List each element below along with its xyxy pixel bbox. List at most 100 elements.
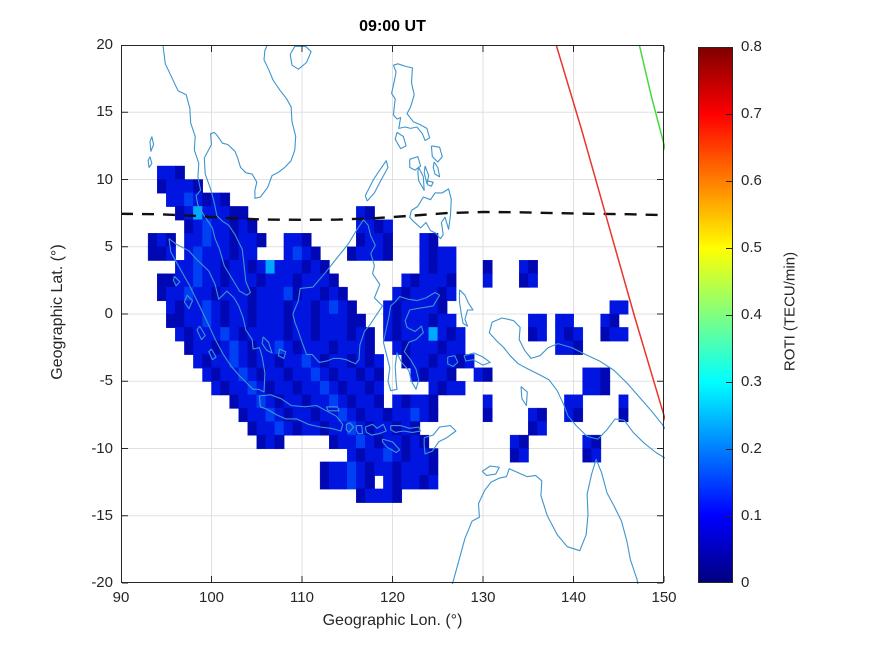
roti-cell xyxy=(175,286,185,302)
roti-cell xyxy=(202,300,213,315)
roti-cell xyxy=(256,233,267,248)
roti-cell xyxy=(374,448,384,463)
coastline-sumatra xyxy=(168,238,266,393)
roti-cell xyxy=(292,381,303,396)
roti-cell xyxy=(365,394,375,409)
colorbar-tick-mark xyxy=(726,449,732,450)
roti-cell xyxy=(519,448,529,463)
colorbar-tick-mark xyxy=(726,248,732,249)
roti-cell xyxy=(247,394,258,409)
roti-cell xyxy=(365,448,375,463)
roti-cell xyxy=(446,286,457,302)
roti-cell xyxy=(238,273,249,288)
roti-cell xyxy=(283,233,294,248)
roti-cell xyxy=(292,246,303,261)
roti-cell xyxy=(211,192,222,207)
roti-cell xyxy=(392,488,403,503)
roti-cell xyxy=(310,421,321,436)
roti-cell xyxy=(166,286,176,302)
roti-cell xyxy=(482,394,493,409)
roti-cell xyxy=(157,165,167,180)
roti-cell xyxy=(428,340,439,355)
roti-cell xyxy=(383,219,393,234)
roti-cell xyxy=(184,179,194,194)
roti-cell xyxy=(265,259,276,275)
roti-cell xyxy=(428,407,439,423)
roti-cell xyxy=(455,381,466,396)
roti-cell xyxy=(147,246,158,261)
coastline-sulawesi xyxy=(382,291,441,392)
roti-cell xyxy=(301,381,312,396)
roti-cell xyxy=(401,394,412,409)
roti-cell xyxy=(428,233,439,248)
roti-cell xyxy=(419,367,430,382)
colorbar-tick-mark xyxy=(726,516,732,517)
roti-cell xyxy=(265,273,276,288)
roti-cell xyxy=(437,300,448,315)
roti-cell xyxy=(247,219,258,234)
roti-cell xyxy=(193,286,203,302)
roti-cell xyxy=(292,354,303,369)
roti-cell xyxy=(365,434,375,450)
colorbar-label: ROTI (TECU/min) xyxy=(781,251,799,372)
y-tick-label: -20 xyxy=(91,574,113,591)
roti-cell xyxy=(220,381,231,396)
roti-cell xyxy=(229,273,240,288)
map-plot xyxy=(121,45,665,584)
roti-cell xyxy=(446,273,457,288)
roti-cell xyxy=(337,340,348,355)
roti-cell xyxy=(555,313,565,328)
roti-cell xyxy=(392,407,403,423)
roti-cell xyxy=(319,367,330,382)
roti-cell xyxy=(292,273,303,288)
coastline-seram xyxy=(463,352,491,366)
roti-cell xyxy=(283,327,294,342)
roti-cell xyxy=(319,461,330,476)
roti-cell xyxy=(428,394,439,409)
roti-cell xyxy=(573,327,584,342)
roti-cell xyxy=(256,421,267,436)
roti-cell xyxy=(392,313,403,328)
roti-cell xyxy=(319,475,330,490)
roti-cell xyxy=(347,434,357,450)
roti-cell xyxy=(374,381,384,396)
roti-cell xyxy=(238,327,249,342)
roti-cell xyxy=(365,367,375,382)
coastline-melville xyxy=(481,465,500,476)
roti-cell xyxy=(365,475,375,490)
roti-cell xyxy=(175,192,185,207)
roti-cell xyxy=(337,286,348,302)
roti-cell xyxy=(537,327,547,342)
roti-cell xyxy=(455,340,466,355)
coastline-leyte xyxy=(432,161,441,178)
roti-cell xyxy=(328,354,339,369)
roti-cell xyxy=(157,179,167,194)
roti-cell xyxy=(600,327,611,342)
roti-cell xyxy=(193,233,203,248)
roti-cell xyxy=(265,394,276,409)
roti-cell xyxy=(401,434,412,450)
y-axis-label: Geographic Lat. (°) xyxy=(49,244,66,380)
roti-cell xyxy=(383,461,393,476)
roti-cell xyxy=(301,233,312,248)
roti-cell xyxy=(184,259,194,275)
roti-cell xyxy=(211,300,222,315)
roti-cell xyxy=(401,461,412,476)
x-tick-label: 90 xyxy=(112,589,130,606)
roti-cell xyxy=(428,246,439,261)
roti-cell xyxy=(265,300,276,315)
roti-cell xyxy=(328,381,339,396)
roti-cell xyxy=(374,246,384,261)
roti-cell xyxy=(283,246,294,261)
roti-cell xyxy=(410,448,421,463)
roti-cell xyxy=(519,273,529,288)
roti-cell xyxy=(347,313,357,328)
x-tick-label: 130 xyxy=(470,589,496,606)
roti-cell xyxy=(310,246,321,261)
roti-cell xyxy=(166,192,176,207)
roti-cell xyxy=(419,354,430,369)
roti-cell xyxy=(437,246,448,261)
roti-cell xyxy=(356,394,366,409)
roti-cell xyxy=(220,327,231,342)
roti-cell xyxy=(193,179,203,194)
